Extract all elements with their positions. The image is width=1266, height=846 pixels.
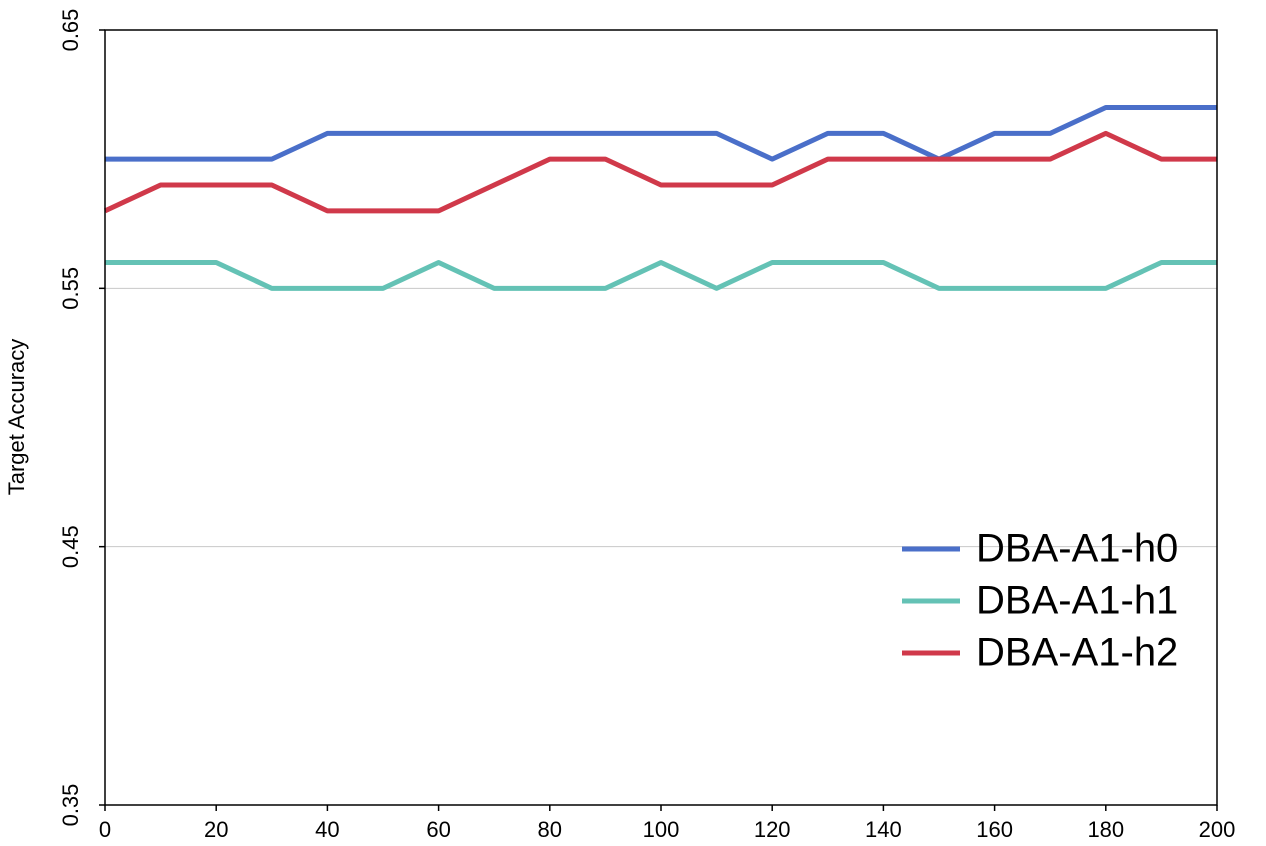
legend-label: DBA-A1-h2 (976, 631, 1178, 675)
x-tick-label: 140 (865, 817, 902, 842)
y-tick-label: 0.35 (58, 784, 83, 827)
data-line (105, 260, 1217, 291)
y-tick-label: 0.45 (58, 525, 83, 568)
x-tick-label: 20 (204, 817, 228, 842)
x-tick-label: 80 (538, 817, 562, 842)
legend-label: DBA-A1-h0 (976, 527, 1178, 571)
x-tick-label: 120 (754, 817, 791, 842)
y-axis-label: Target Accuracy (4, 339, 29, 496)
legend-label: DBA-A1-h1 (976, 579, 1178, 623)
x-tick-label: 100 (643, 817, 680, 842)
plot-frame (104, 29, 1218, 806)
y-tick-label: 0.55 (58, 267, 83, 310)
y-tick-label: 0.65 (58, 9, 83, 52)
x-tick-label: 160 (976, 817, 1013, 842)
x-tick-label: 0 (99, 817, 111, 842)
data-line (103, 130, 1217, 214)
x-tick-label: 200 (1199, 817, 1236, 842)
data-line (105, 105, 1217, 162)
x-tick-label: 60 (426, 817, 450, 842)
x-tick-label: 180 (1087, 817, 1124, 842)
x-tick-label: 40 (315, 817, 339, 842)
